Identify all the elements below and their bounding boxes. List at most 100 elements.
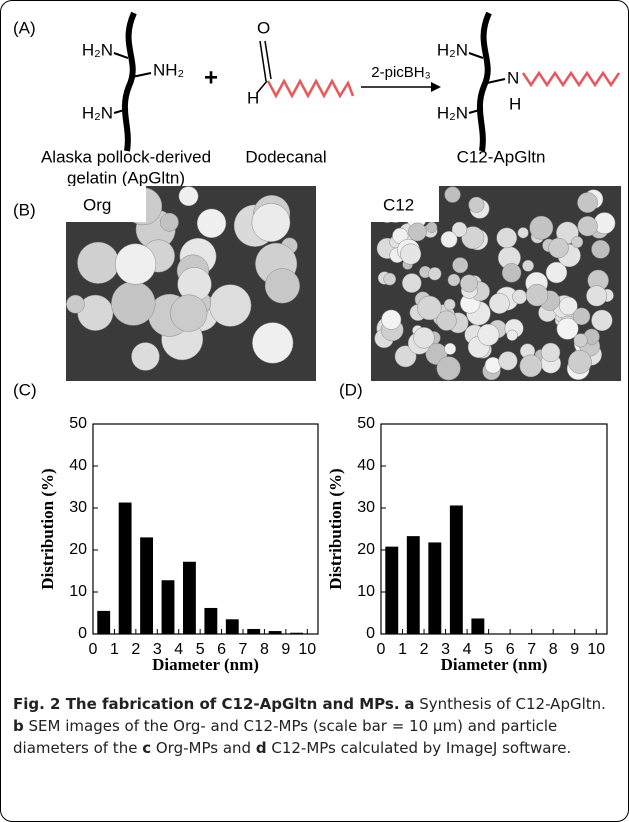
y-tick-label: 40	[69, 457, 87, 474]
caption-title: Fig. 2 The fabrication of C12-ApGltn and…	[13, 695, 400, 713]
x-tick-label: 4	[463, 641, 472, 658]
image-label: C12	[383, 195, 414, 214]
particle	[519, 354, 543, 378]
particle	[452, 257, 469, 274]
x-tick-label: 0	[377, 641, 386, 658]
panel-label: (D)	[339, 380, 363, 399]
bond	[131, 72, 152, 78]
bar	[183, 561, 196, 634]
particle	[568, 350, 592, 374]
panel-label: (C)	[13, 380, 37, 399]
y-tick-label: 0	[78, 625, 87, 642]
particle	[573, 333, 588, 348]
y-axis-label: Distribution (%)	[326, 468, 345, 589]
x-tick-label: 2	[420, 641, 429, 658]
group: NH₂	[153, 60, 184, 79]
bar	[161, 580, 175, 634]
particle	[426, 221, 438, 233]
y-tick-label: 20	[69, 541, 87, 558]
y-tick-label: 40	[357, 457, 375, 474]
caption-text: SEM images of the Org- and C12-MPs (scal…	[13, 717, 558, 757]
particle	[251, 203, 291, 242]
bond	[113, 108, 129, 114]
bar	[225, 619, 239, 634]
particle	[77, 241, 120, 284]
atom: O	[257, 18, 270, 37]
particle	[196, 208, 227, 238]
particle	[264, 268, 300, 304]
particle	[461, 226, 485, 250]
particle	[577, 192, 598, 213]
y-tick-label: 30	[357, 499, 375, 516]
particle	[488, 293, 510, 314]
x-tick-label: 3	[441, 641, 450, 658]
particle	[114, 243, 157, 285]
atom: H	[509, 94, 521, 113]
particle	[559, 296, 578, 316]
particle	[586, 285, 608, 307]
x-tick-label: 6	[217, 641, 226, 658]
reagent: 2-picBH₃	[371, 64, 430, 81]
x-tick-label: 2	[131, 641, 140, 658]
atom: H	[247, 88, 259, 107]
particle	[512, 289, 528, 305]
particle	[444, 342, 457, 355]
y-tick-label: 10	[69, 583, 87, 600]
particle	[522, 259, 534, 272]
caption-text: Org-MPs and	[151, 739, 256, 757]
bar	[140, 537, 153, 634]
compound-name: Dodecanal	[245, 147, 326, 166]
particle	[440, 230, 458, 248]
x-tick-label: 9	[570, 641, 579, 658]
particle	[394, 345, 417, 368]
y-tick-label: 10	[357, 583, 375, 600]
bar	[268, 631, 282, 634]
bar	[97, 610, 111, 634]
particle	[436, 356, 461, 381]
bond	[468, 52, 484, 59]
bar	[471, 618, 485, 634]
y-tick-label: 50	[69, 415, 87, 432]
x-tick-label: 8	[260, 641, 269, 658]
x-tick-label: 7	[527, 641, 536, 658]
particle	[501, 263, 522, 283]
x-tick-label: 10	[298, 641, 316, 658]
bond	[259, 40, 267, 82]
bar	[406, 536, 420, 634]
particle	[383, 272, 397, 286]
particle	[428, 267, 442, 281]
x-tick-label: 4	[174, 641, 183, 658]
particle	[451, 221, 468, 238]
particle	[572, 307, 591, 326]
particle	[525, 283, 549, 307]
alkyl-chain	[266, 78, 355, 99]
y-tick-label: 30	[69, 499, 87, 516]
x-tick-label: 1	[398, 641, 407, 658]
particle	[443, 298, 456, 311]
bar	[247, 628, 261, 634]
particle	[517, 227, 529, 239]
particle	[252, 322, 294, 364]
bond	[468, 108, 484, 114]
atom: N	[507, 68, 519, 87]
x-axis-label: Diameter (nm)	[441, 655, 548, 674]
particle	[160, 212, 179, 232]
bar	[204, 607, 218, 634]
caption-text: Synthesis of C12-ApGltn.	[414, 695, 606, 713]
panel-label: (A)	[13, 18, 36, 37]
image-label: Org	[83, 195, 111, 214]
particle	[506, 329, 518, 341]
particle	[131, 342, 160, 371]
x-tick-label: 6	[506, 641, 515, 658]
x-axis-label: Diameter (nm)	[152, 655, 259, 674]
compound-name: Alaska pollock-derived	[41, 147, 211, 166]
bar	[449, 505, 463, 634]
compound-name: gelatin (ApGltn)	[67, 168, 185, 187]
x-tick-label: 5	[196, 641, 205, 658]
plus: +	[204, 64, 218, 91]
x-tick-label: 7	[239, 641, 248, 658]
alkyl-chain	[521, 70, 621, 88]
x-tick-label: 8	[549, 641, 558, 658]
particle	[111, 281, 156, 326]
particle	[498, 351, 518, 371]
